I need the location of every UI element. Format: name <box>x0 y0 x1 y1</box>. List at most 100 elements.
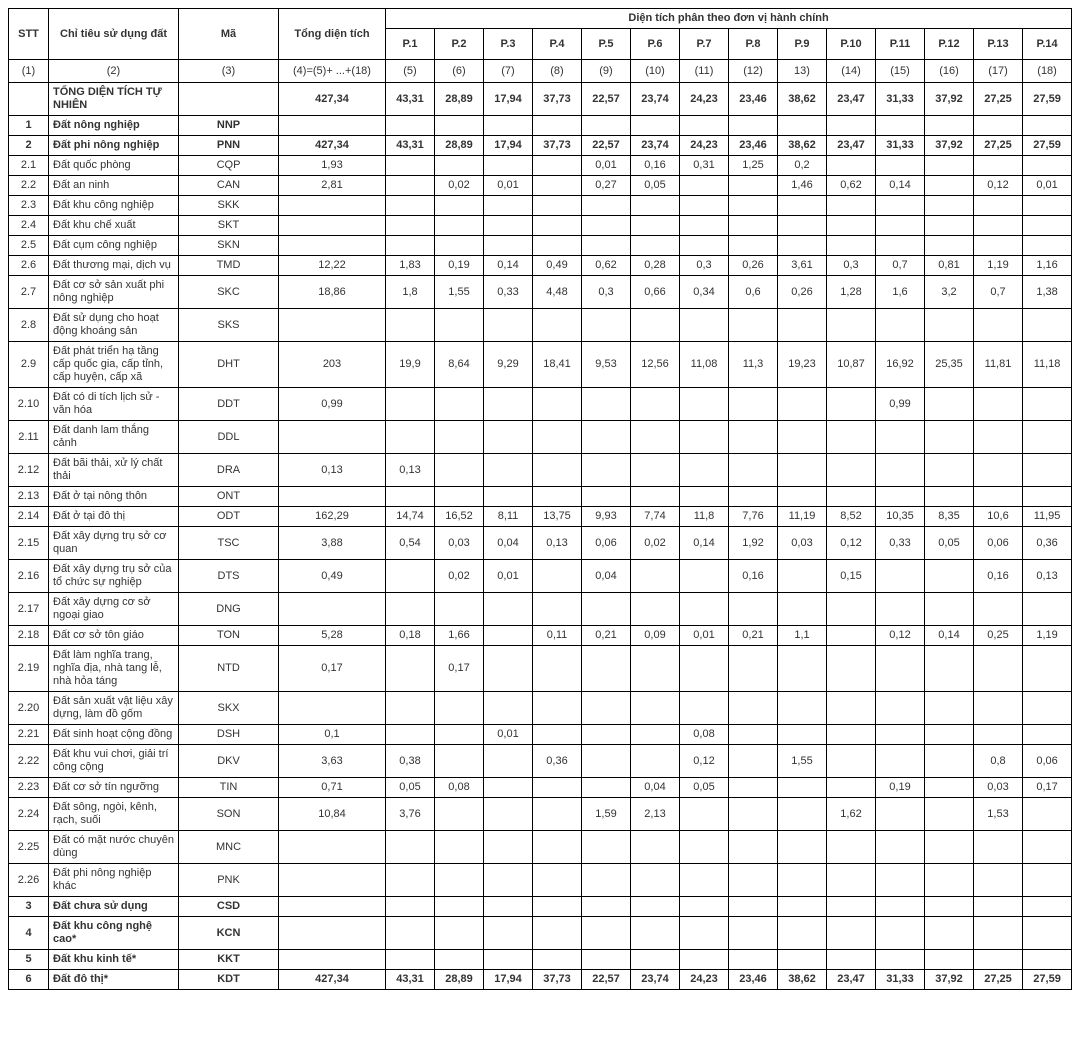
cell-value <box>777 896 827 917</box>
cell-value <box>385 215 435 236</box>
col-header-unit: P.7 <box>679 28 729 60</box>
cell-label: Đất danh lam thắng cảnh <box>48 420 179 454</box>
cell-value <box>483 830 533 864</box>
cell-value <box>826 420 876 454</box>
cell-value: 1,19 <box>1021 625 1073 646</box>
cell-value <box>679 592 729 626</box>
cell-value <box>875 215 925 236</box>
table-row: 2.15 Đất xây dựng trụ sở cơ quan TSC 3,88 0,… <box>8 526 1073 560</box>
cell-value <box>875 691 925 725</box>
cell-value <box>385 916 435 950</box>
table-row: 1 Đất nông nghiệp NNP <box>8 115 1073 136</box>
cell-stt: 2.8 <box>8 308 49 342</box>
cell-value: 1,38 <box>1021 275 1073 309</box>
cell-value <box>826 777 876 798</box>
cell-code: DSH <box>178 724 279 745</box>
cell-value <box>777 235 827 256</box>
cell-value <box>728 916 778 950</box>
cell-stt: 2.5 <box>8 235 49 256</box>
cell-value <box>826 155 876 176</box>
table-row: 2.19 Đất làm nghĩa trang, nghĩa địa, nhà … <box>8 645 1073 692</box>
cell-total <box>278 420 386 454</box>
cell-value: 23,46 <box>728 82 778 116</box>
cell-value: 0,13 <box>532 526 582 560</box>
cell-value <box>483 797 533 831</box>
cell-total: 12,22 <box>278 255 386 276</box>
cell-value <box>924 235 974 256</box>
cell-total: 427,34 <box>278 82 386 116</box>
col-header-total-area: Tổng diện tích <box>278 8 386 60</box>
cell-value: 0,12 <box>826 526 876 560</box>
cell-value <box>924 896 974 917</box>
cell-value <box>924 387 974 421</box>
cell-code: TSC <box>178 526 279 560</box>
cell-value: 0,16 <box>973 559 1023 593</box>
cell-value: 23,74 <box>630 969 680 990</box>
table-row: 4 Đất khu công nghệ cao* KCN <box>8 916 1073 950</box>
cell-value: 8,64 <box>434 341 484 388</box>
cell-value: 37,92 <box>924 82 974 116</box>
cell-value <box>1021 645 1073 692</box>
cell-value <box>434 486 484 507</box>
cell-stt: 2.17 <box>8 592 49 626</box>
cell-value <box>728 896 778 917</box>
cell-value <box>826 195 876 216</box>
cell-value <box>973 486 1023 507</box>
cell-value: 1,46 <box>777 175 827 196</box>
cell-value: 37,92 <box>924 969 974 990</box>
cell-total: 3,88 <box>278 526 386 560</box>
cell-label: Đất cơ sở tín ngưỡng <box>48 777 179 798</box>
cell-value <box>581 691 631 725</box>
cell-total <box>278 592 386 626</box>
table-row: 2.22 Đất khu vui chơi, giải trí công cộng… <box>8 744 1073 778</box>
cell-value: 16,52 <box>434 506 484 527</box>
cell-value <box>581 863 631 897</box>
cell-value: 1,66 <box>434 625 484 646</box>
cell-value <box>532 896 582 917</box>
cell-value: 0,62 <box>826 175 876 196</box>
cell-value <box>532 691 582 725</box>
cell-code: CAN <box>178 175 279 196</box>
cell-value: 0,05 <box>679 777 729 798</box>
cell-value <box>581 592 631 626</box>
cell-code: SKT <box>178 215 279 236</box>
cell-stt: 2.1 <box>8 155 49 176</box>
cell-total <box>278 830 386 864</box>
header-row-units: P.1 P.2 P.3 P.4 P.5 P.6 P.7 P.8 P.9 P.10 P.11 P.12 P… <box>9 28 1073 60</box>
cell-code: CQP <box>178 155 279 176</box>
cell-value <box>1021 797 1073 831</box>
cell-code: SON <box>178 797 279 831</box>
cell-value: 0,04 <box>581 559 631 593</box>
cell-value <box>924 797 974 831</box>
table-row: 2.23 Đất cơ sở tín ngưỡng TIN 0,71 0,05 0,08 0… <box>8 777 1073 798</box>
cell-value <box>875 559 925 593</box>
table-row: 2.12 Đất bãi thải, xử lý chất thải DRA 0,13… <box>8 453 1073 487</box>
table-row: 2.5 Đất cụm công nghiệp SKN <box>8 235 1073 256</box>
col-number: (8) <box>532 59 582 83</box>
cell-label: Đất có di tích lịch sử - văn hóa <box>48 387 179 421</box>
cell-value <box>973 830 1023 864</box>
cell-stt: 2.20 <box>8 691 49 725</box>
cell-value <box>434 592 484 626</box>
table-row: 2.7 Đất cơ sở sản xuất phi nông nghiệp SKC… <box>8 275 1073 309</box>
cell-value: 0,06 <box>1021 744 1073 778</box>
cell-value <box>532 797 582 831</box>
cell-value <box>532 235 582 256</box>
cell-value: 0,34 <box>679 275 729 309</box>
cell-value <box>924 830 974 864</box>
cell-value: 8,35 <box>924 506 974 527</box>
cell-value: 43,31 <box>385 135 435 156</box>
cell-value <box>483 420 533 454</box>
cell-value <box>532 175 582 196</box>
cell-value <box>679 797 729 831</box>
cell-value <box>973 155 1023 176</box>
cell-value: 11,8 <box>679 506 729 527</box>
cell-value: 14,74 <box>385 506 435 527</box>
cell-total <box>278 308 386 342</box>
cell-code: ONT <box>178 486 279 507</box>
cell-value <box>434 863 484 897</box>
cell-value <box>434 916 484 950</box>
cell-value <box>581 777 631 798</box>
cell-value <box>679 645 729 692</box>
cell-value <box>777 308 827 342</box>
